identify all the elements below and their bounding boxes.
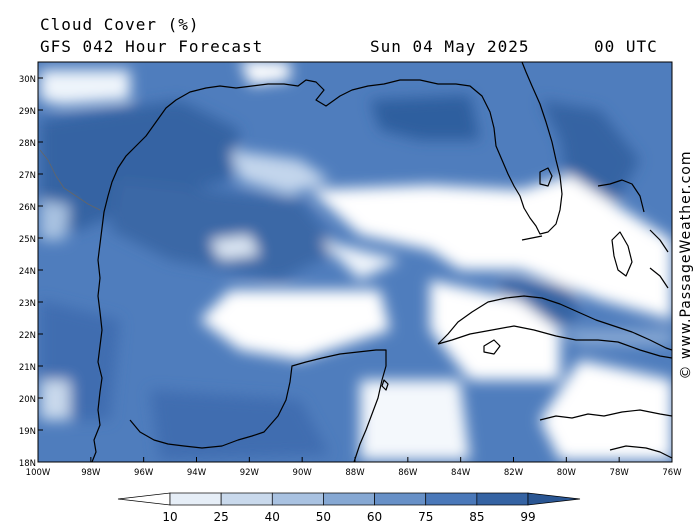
florida-keys-line xyxy=(521,235,543,241)
legend-color-box xyxy=(374,492,427,506)
latitude-tick-label: 23N xyxy=(19,299,36,309)
latitude-tick-label: 24N xyxy=(19,267,36,277)
legend-color-box xyxy=(271,492,324,506)
latitude-tick-label: 26N xyxy=(19,203,36,213)
longitude-axis: 100W 98W 96W 94W 92W 90W 88W 86W 84W 82W 80W 78W 76W xyxy=(26,457,682,478)
honduras-coast-line xyxy=(539,409,672,421)
legend-tick-label: 10 xyxy=(162,510,177,524)
legend-arrow-high xyxy=(527,492,581,506)
legend-color-box xyxy=(220,492,273,506)
us-mexico-border-line xyxy=(39,149,101,211)
legend-color-box xyxy=(169,492,222,506)
longitude-tick-label: 86W xyxy=(398,468,418,478)
latitude-tick-label: 21N xyxy=(19,363,36,373)
cuba-line xyxy=(437,295,672,359)
forecast-time: 00 UTC xyxy=(594,37,658,56)
longitude-tick-label: 98W xyxy=(81,468,101,478)
legend-tick-label: 85 xyxy=(469,510,484,524)
gulf-coast-line xyxy=(91,62,563,462)
latitude-tick-label: 20N xyxy=(19,395,36,405)
legend-tick-label: 25 xyxy=(214,510,229,524)
coastlines xyxy=(39,62,672,462)
color-legend: 10 25 40 50 60 75 85 99 xyxy=(117,492,581,524)
longitude-tick-label: 82W xyxy=(504,468,524,478)
latitude-axis: 30N 29N 28N 27N 26N 25N 24N 23N 22N 21N 20N 19N 18N xyxy=(19,75,43,469)
longitude-tick-label: 80W xyxy=(557,468,577,478)
longitude-tick-label: 84W xyxy=(451,468,471,478)
legend-tick-label: 40 xyxy=(265,510,280,524)
latitude-tick-label: 22N xyxy=(19,331,36,341)
longitude-tick-label: 100W xyxy=(26,468,51,478)
legend-tick-label: 50 xyxy=(316,510,331,524)
cloud-field xyxy=(38,62,672,462)
longitude-tick-label: 76W xyxy=(662,468,682,478)
map-title: Cloud Cover (%) xyxy=(40,15,200,34)
longitude-tick-label: 94W xyxy=(187,468,207,478)
bahamas-line xyxy=(597,179,669,289)
credit-area: © www.PassageWeather.com xyxy=(676,70,696,460)
longitude-tick-label: 96W xyxy=(134,468,154,478)
legend-tick-label: 60 xyxy=(367,510,382,524)
latitude-tick-label: 19N xyxy=(19,427,36,437)
legend-color-box xyxy=(323,492,375,506)
legend-tick-label: 99 xyxy=(520,510,535,524)
forecast-date: Sun 04 May 2025 xyxy=(370,37,530,56)
latitude-tick-label: 30N xyxy=(19,75,36,85)
latitude-tick-label: 29N xyxy=(19,107,36,117)
latitude-tick-label: 18N xyxy=(19,459,36,469)
forecast-subtitle: GFS 042 Hour Forecast xyxy=(40,37,264,56)
credit-text: © www.PassageWeather.com xyxy=(678,150,694,380)
lake-okeechobee-line xyxy=(539,167,553,187)
latitude-tick-label: 27N xyxy=(19,171,36,181)
longitude-tick-label: 90W xyxy=(293,468,313,478)
isle-of-youth-line xyxy=(483,339,501,355)
yucatan-coast-line xyxy=(129,349,387,462)
longitude-tick-label: 92W xyxy=(240,468,260,478)
legend-color-box xyxy=(425,492,478,506)
legend-color-box xyxy=(476,492,529,506)
longitude-tick-label: 78W xyxy=(610,468,630,478)
jamaica-line xyxy=(609,445,672,459)
latitude-tick-label: 25N xyxy=(19,235,36,245)
legend-tick-label: 75 xyxy=(418,510,433,524)
legend-arrow-low xyxy=(117,492,171,506)
latitude-tick-label: 28N xyxy=(19,139,36,149)
longitude-tick-label: 88W xyxy=(345,468,365,478)
cozumel-line xyxy=(381,379,389,391)
